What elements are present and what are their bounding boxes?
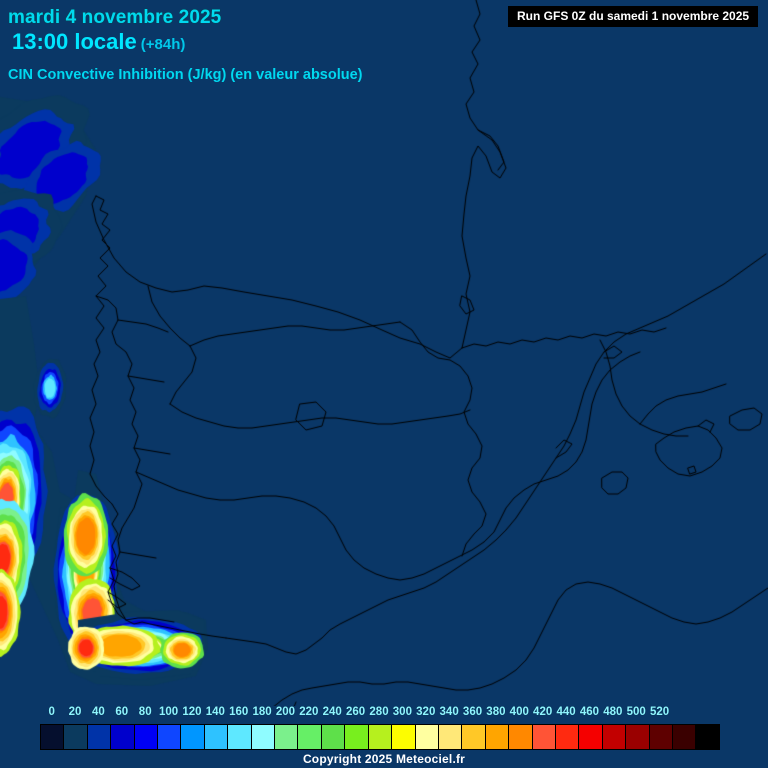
legend-swatch (228, 725, 252, 749)
legend-swatch (345, 725, 369, 749)
model-run-banner: Run GFS 0Z du samedi 1 novembre 2025 (508, 6, 759, 27)
legend-swatch (696, 725, 719, 749)
legend-tick-label: 80 (138, 706, 152, 718)
legend-tick-label: 60 (115, 706, 129, 718)
legend-tick-label: 360 (462, 706, 483, 718)
legend-swatch (415, 725, 439, 749)
legend-swatch (41, 725, 65, 749)
legend-tick-label: 120 (182, 706, 202, 718)
legend-swatch (672, 725, 697, 749)
legend-tick-label: 160 (229, 706, 249, 718)
legend-tick-label: 100 (158, 706, 179, 718)
legend-tick-labels: 0 20 40 60 80 100 120 140 160 180 200 220 240 260 280 3… (0, 706, 768, 724)
legend-swatch (87, 725, 112, 749)
legend-tick-label: 480 (603, 706, 623, 718)
copyright-notice: Copyright 2025 Meteociel.fr (302, 752, 466, 766)
legend-tick-label: 420 (533, 706, 553, 718)
legend-tick-label: 500 (626, 706, 646, 718)
legend-color-bar[interactable] (40, 724, 720, 750)
legend-tick-label: 200 (275, 706, 296, 718)
legend-swatch (462, 725, 486, 749)
legend-swatch (626, 725, 650, 749)
legend-swatch (64, 725, 88, 749)
legend-swatch (602, 725, 627, 749)
legend-tick-label: 180 (252, 706, 272, 718)
legend-swatch (532, 725, 556, 749)
legend-swatch (158, 725, 182, 749)
legend-swatch (368, 725, 393, 749)
legend-tick-label: 40 (92, 706, 105, 718)
legend-swatch (298, 725, 322, 749)
legend-tick-label: 320 (416, 706, 436, 718)
legend-swatch (321, 725, 346, 749)
legend-swatch (485, 725, 510, 749)
color-scale-legend: 0 20 40 60 80 100 120 140 160 180 200 220 240 260 280 3… (0, 706, 768, 768)
legend-swatch (579, 725, 603, 749)
legend-swatch (134, 725, 159, 749)
legend-swatch (181, 725, 205, 749)
legend-swatch (392, 725, 416, 749)
legend-tick-label: 240 (322, 706, 342, 718)
legend-tick-label: 280 (369, 706, 389, 718)
legend-tick-label: 140 (205, 706, 225, 718)
legend-swatch (275, 725, 299, 749)
legend-tick-label: 520 (649, 706, 670, 718)
legend-swatch (111, 725, 135, 749)
legend-tick-label: 460 (579, 706, 599, 718)
legend-tick-label: 0 (48, 706, 55, 718)
legend-tick-label: 300 (392, 706, 412, 718)
legend-tick-label: 400 (509, 706, 529, 718)
legend-swatch (204, 725, 229, 749)
legend-tick-label: 440 (556, 706, 576, 718)
legend-swatch (509, 725, 533, 749)
legend-tick-label: 20 (68, 706, 82, 718)
legend-tick-label: 380 (486, 706, 506, 718)
legend-tick-label: 220 (299, 706, 319, 718)
legend-swatch (438, 725, 463, 749)
legend-swatch (251, 725, 276, 749)
legend-tick-label: 260 (346, 706, 366, 718)
legend-tick-label: 340 (439, 706, 459, 718)
legend-swatch (555, 725, 580, 749)
legend-swatch (649, 725, 673, 749)
